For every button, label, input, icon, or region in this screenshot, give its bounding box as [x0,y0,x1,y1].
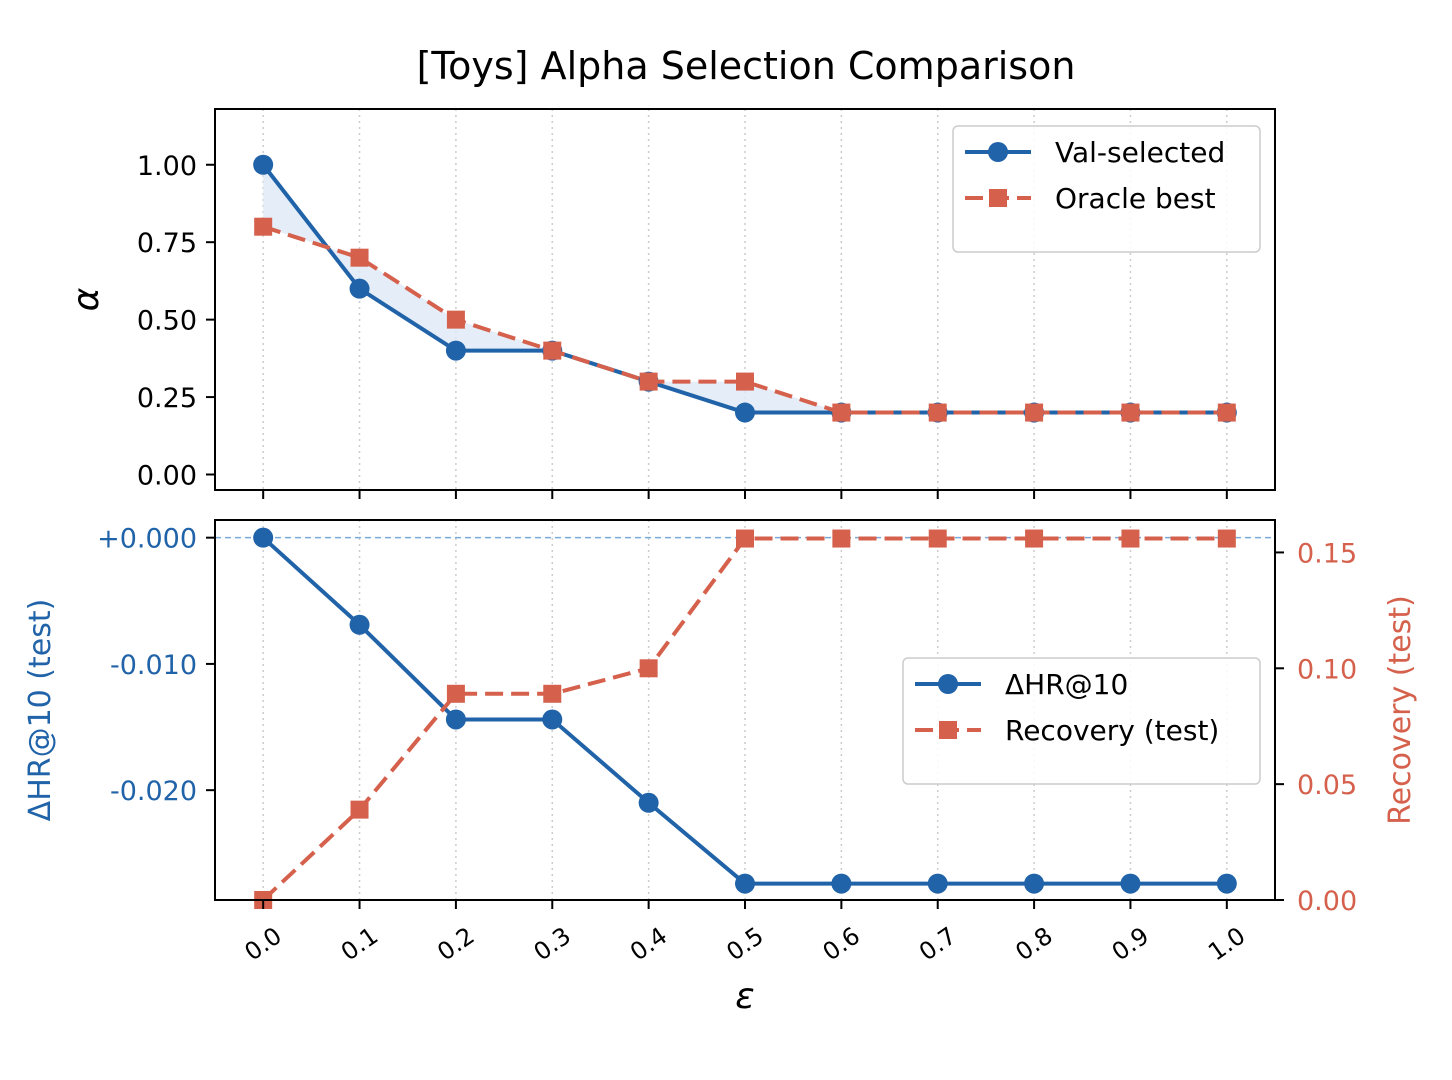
x-tick-label: 0.2 [432,922,479,967]
x-tick-label: 1.0 [1203,922,1250,967]
delta-hr-point [349,614,370,635]
delta-hr-point [1120,873,1141,894]
oracle-best-point [832,403,851,422]
oracle-best-line [262,224,1227,415]
left-y-tick-label: -0.020 [110,776,197,807]
bottom-axes-frame [214,519,1276,901]
recovery-point [1121,529,1140,548]
y-tick-label: 0.75 [137,228,197,259]
left-y-tick-label: +0.000 [97,524,197,555]
delta-hr-point [445,709,466,730]
recovery-point [350,800,369,819]
top-axes-frame [214,108,1276,491]
recovery-point [736,529,754,548]
top-y-axis-label: α [66,287,107,311]
right-y-tick-label: 0.05 [1297,770,1357,801]
bottom-left-y-axis-label: ΔHR@10 (test) [23,599,58,822]
left-y-tick-label: -0.010 [110,650,197,681]
oracle-best-point [254,217,273,236]
y-tick-label: 0.50 [137,306,197,337]
legend-label: Val-selected [1055,136,1225,169]
val-selected-point [735,402,755,423]
recovery-point [1025,529,1044,548]
legend-marker [938,674,958,694]
val-selected-point [253,154,274,175]
top-series [253,154,1237,423]
top-legend: Val-selected Oracle best [952,125,1261,253]
right-y-tick-label: 0.15 [1297,538,1357,569]
oracle-best-point [1025,403,1044,422]
delta-hr-point [638,792,659,813]
bottom-right-y-ticks: 0.00 0.05 0.10 0.15 [1275,538,1357,917]
x-tick-label: 0.7 [914,922,961,967]
legend-marker [939,721,957,739]
legend-label: ΔHR@10 [1005,668,1128,701]
delta-hr-point [253,527,274,548]
bottom-panel: +0.000-0.010-0.020 0.000.050.100.15 0.0 0… [23,519,1418,967]
delta-hr-point [831,873,852,894]
recovery-point [543,684,562,703]
legend-marker [988,142,1008,162]
oracle-best-point [350,248,369,267]
val-selected-point [349,278,370,299]
delta-hr-point [1216,873,1237,894]
y-tick-label: 1.00 [137,151,197,182]
oracle-best-point [736,372,754,391]
x-tick-label: 0.3 [529,922,576,967]
oracle-best-point [446,310,465,329]
y-tick-label: 0.00 [137,461,197,492]
legend-box [902,657,1261,785]
bottom-series [253,527,1237,909]
x-tick-label: 0.0 [240,922,287,967]
chart-title: [Toys] Alpha Selection Comparison [417,44,1076,88]
x-tick-label: 0.4 [625,922,672,967]
recovery-point [446,684,465,703]
bottom-left-y-ticks: +0.000 -0.010 -0.020 [97,524,215,807]
delta-hr-point [735,873,755,894]
top-panel: 0.00 0.25 0.50 0.75 1.00 α Val-selected Oracl… [66,108,1276,499]
top-y-ticks: 0.00 0.25 0.50 0.75 1.00 [137,151,215,492]
right-y-tick-label: 0.10 [1297,654,1357,685]
bottom-right-y-axis-label: Recovery (test) [1383,595,1418,825]
recovery-point [639,659,658,678]
x-tick-label: 0.6 [818,922,865,967]
oracle-best-point [543,341,562,360]
x-tick-label: 0.8 [1010,922,1057,967]
legend-label: Oracle best [1055,182,1216,215]
y-tick-label: 0.25 [137,383,197,414]
oracle-best-point [928,403,947,422]
x-tick-label: 0.1 [336,922,383,967]
val-selected-point [445,340,466,361]
oracle-best-point [1217,403,1236,422]
top-x-ticks [262,490,1228,499]
oracle-best-point [639,372,658,391]
recovery-point [1217,529,1236,548]
bottom-legend: ΔHR@10 Recovery (test) [902,657,1261,785]
legend-label: Recovery (test) [1005,714,1219,747]
x-axis-label: ε [735,976,754,1017]
bottom-x-ticks: 0.0 0.1 0.2 0.3 0.4 0.5 0.6 0.7 0.8 0.9 1.0 [240,900,1250,967]
right-y-tick-label: 0.00 [1297,886,1357,917]
delta-hr-point [542,709,563,730]
recovery-point [832,529,851,548]
legend-marker [989,189,1007,207]
delta-hr-point [927,873,948,894]
x-tick-label: 0.9 [1107,922,1154,967]
recovery-point [928,529,947,548]
oracle-best-point [1121,403,1140,422]
delta-hr-point [1024,873,1045,894]
legend-box [952,125,1261,253]
x-tick-label: 0.5 [721,922,768,967]
